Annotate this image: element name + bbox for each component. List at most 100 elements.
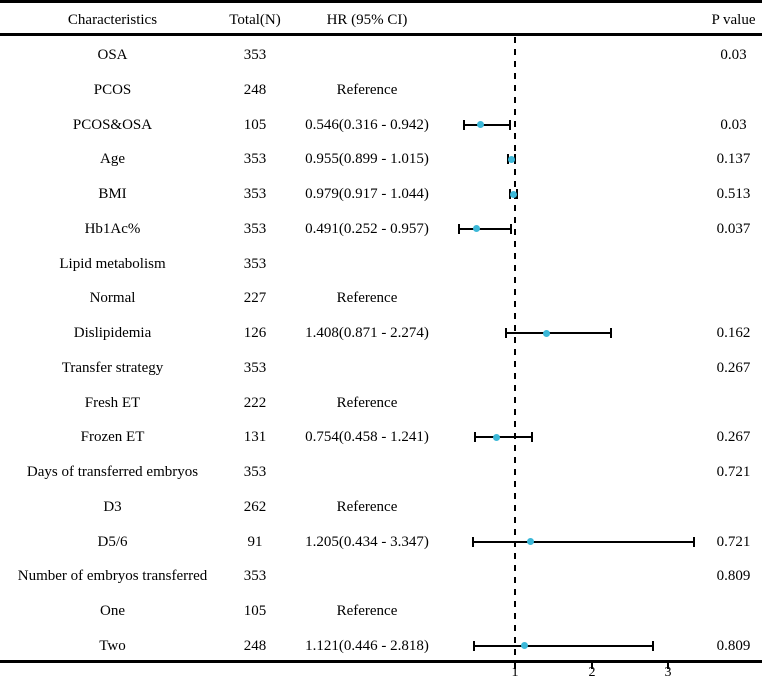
table-row: Transfer strategy 353 0.267 (0, 357, 762, 379)
col-header-characteristics: Characteristics (67, 12, 158, 28)
row-hr-ci: Reference (336, 81, 398, 98)
row-label: Fresh ET (84, 394, 141, 411)
confidence-interval-bar (471, 536, 695, 547)
confidence-interval-bar (472, 640, 655, 651)
x-axis-tick-3 (667, 663, 669, 669)
row-label: Normal (89, 290, 136, 307)
table-row: Age 353 0.955(0.899 - 1.015) 0.137 (0, 148, 762, 170)
row-total: 222 (243, 394, 267, 411)
col-header-hr-ci: HR (95% CI) (326, 12, 408, 28)
col-header-total: Total(N) (229, 12, 281, 28)
row-label: BMI (98, 186, 127, 203)
table-row: Days of transferred embryos 353 0.721 (0, 461, 762, 483)
table-row: D3 262 Reference (0, 496, 762, 518)
row-pvalue: 0.809 (716, 637, 751, 654)
row-label: PCOS&OSA (72, 116, 153, 133)
x-axis-tick-label-1: 1 (511, 665, 519, 680)
row-hr-ci: Reference (336, 498, 398, 515)
estimate-marker (542, 329, 550, 337)
row-label: D5/6 (97, 533, 128, 550)
x-axis-tick-2 (591, 663, 593, 669)
row-pvalue: 0.03 (720, 116, 747, 133)
row-total: 353 (243, 220, 267, 237)
table-row: Lipid metabolism 353 (0, 253, 762, 275)
row-total: 105 (243, 603, 267, 620)
table-row: Hb1Ac% 353 0.491(0.252 - 0.957) 0.037 (0, 218, 762, 240)
row-pvalue: 0.809 (716, 568, 751, 585)
row-total: 91 (247, 533, 263, 550)
row-total: 353 (243, 464, 267, 481)
row-pvalue: 0.721 (716, 464, 751, 481)
x-axis-tick-1 (514, 663, 516, 669)
row-pvalue: 0.267 (716, 429, 751, 446)
estimate-marker (509, 190, 517, 198)
estimate-marker (492, 433, 500, 441)
row-label: D3 (103, 498, 122, 515)
row-pvalue: 0.03 (720, 47, 747, 63)
row-label: PCOS (93, 81, 132, 98)
confidence-interval-bar (462, 119, 511, 130)
row-total: 353 (243, 47, 267, 63)
row-label: Age (100, 151, 125, 168)
row-pvalue: 0.267 (716, 359, 751, 376)
estimate-marker (520, 642, 528, 650)
row-label: One (100, 603, 125, 620)
row-total: 248 (243, 637, 267, 654)
table-row: Normal 227 Reference (0, 287, 762, 309)
x-axis-line (0, 660, 762, 663)
estimate-marker (476, 121, 484, 129)
estimate-marker (508, 155, 516, 163)
confidence-interval-bar (473, 432, 534, 443)
row-pvalue: 0.162 (716, 325, 751, 342)
table-row: Frozen ET 131 0.754(0.458 - 1.241) 0.267 (0, 426, 762, 448)
row-hr-ci: 0.491(0.252 - 0.957) (305, 220, 429, 237)
row-total: 353 (243, 151, 267, 168)
row-total: 353 (243, 359, 267, 376)
table-row: BMI 353 0.979(0.917 - 1.044) 0.513 (0, 183, 762, 205)
row-pvalue: 0.037 (716, 220, 751, 237)
table-row: Fresh ET 222 Reference (0, 392, 762, 414)
estimate-marker (527, 538, 535, 546)
row-label: Two (99, 637, 126, 654)
row-hr-ci: 1.408(0.871 - 2.274) (305, 325, 429, 342)
confidence-interval-bar (457, 223, 512, 234)
row-label: Lipid metabolism (59, 255, 166, 272)
table-row: One 105 Reference (0, 600, 762, 622)
row-total: 262 (243, 498, 267, 515)
table-row: PCOS 248 Reference (0, 79, 762, 101)
col-header-pvalue: P value (711, 12, 756, 28)
row-label: Hb1Ac% (84, 220, 141, 237)
row-label: Dislipidemia (73, 325, 152, 342)
x-axis-tick-label-3: 3 (664, 665, 672, 680)
row-hr-ci: 0.546(0.316 - 0.942) (305, 116, 429, 133)
row-label: OSA (97, 47, 128, 63)
table-row: Dislipidemia 126 1.408(0.871 - 2.274) 0.162 (0, 322, 762, 344)
top-rule (0, 0, 762, 3)
row-total: 227 (243, 290, 267, 307)
row-hr-ci: 1.121(0.446 - 2.818) (305, 637, 429, 654)
row-total: 353 (243, 568, 267, 585)
table-row: Two 248 1.121(0.446 - 2.818) 0.809 (0, 635, 762, 657)
row-hr-ci: 1.205(0.434 - 3.347) (305, 533, 429, 550)
row-label: Days of transferred embryos (26, 464, 199, 481)
confidence-interval-bar (505, 328, 613, 339)
row-hr-ci: 0.754(0.458 - 1.241) (305, 429, 429, 446)
header-underline-rule (0, 33, 762, 36)
table-row: PCOS&OSA 105 0.546(0.316 - 0.942) 0.03 (0, 114, 762, 136)
row-hr-ci: 0.979(0.917 - 1.044) (305, 186, 429, 203)
reference-line (514, 37, 516, 660)
estimate-marker (472, 225, 480, 233)
row-hr-ci: Reference (336, 290, 398, 307)
row-total: 353 (243, 186, 267, 203)
row-label: Frozen ET (80, 429, 145, 446)
row-total: 248 (243, 81, 267, 98)
row-pvalue: 0.721 (716, 533, 751, 550)
table-row: OSA 353 0.03 (0, 44, 762, 66)
row-pvalue: 0.137 (716, 151, 751, 168)
row-total: 126 (243, 325, 267, 342)
row-label: Number of embryos transferred (17, 568, 208, 585)
x-axis-tick-label-2: 2 (588, 665, 596, 680)
row-hr-ci: Reference (336, 603, 398, 620)
row-pvalue: 0.513 (716, 186, 751, 203)
